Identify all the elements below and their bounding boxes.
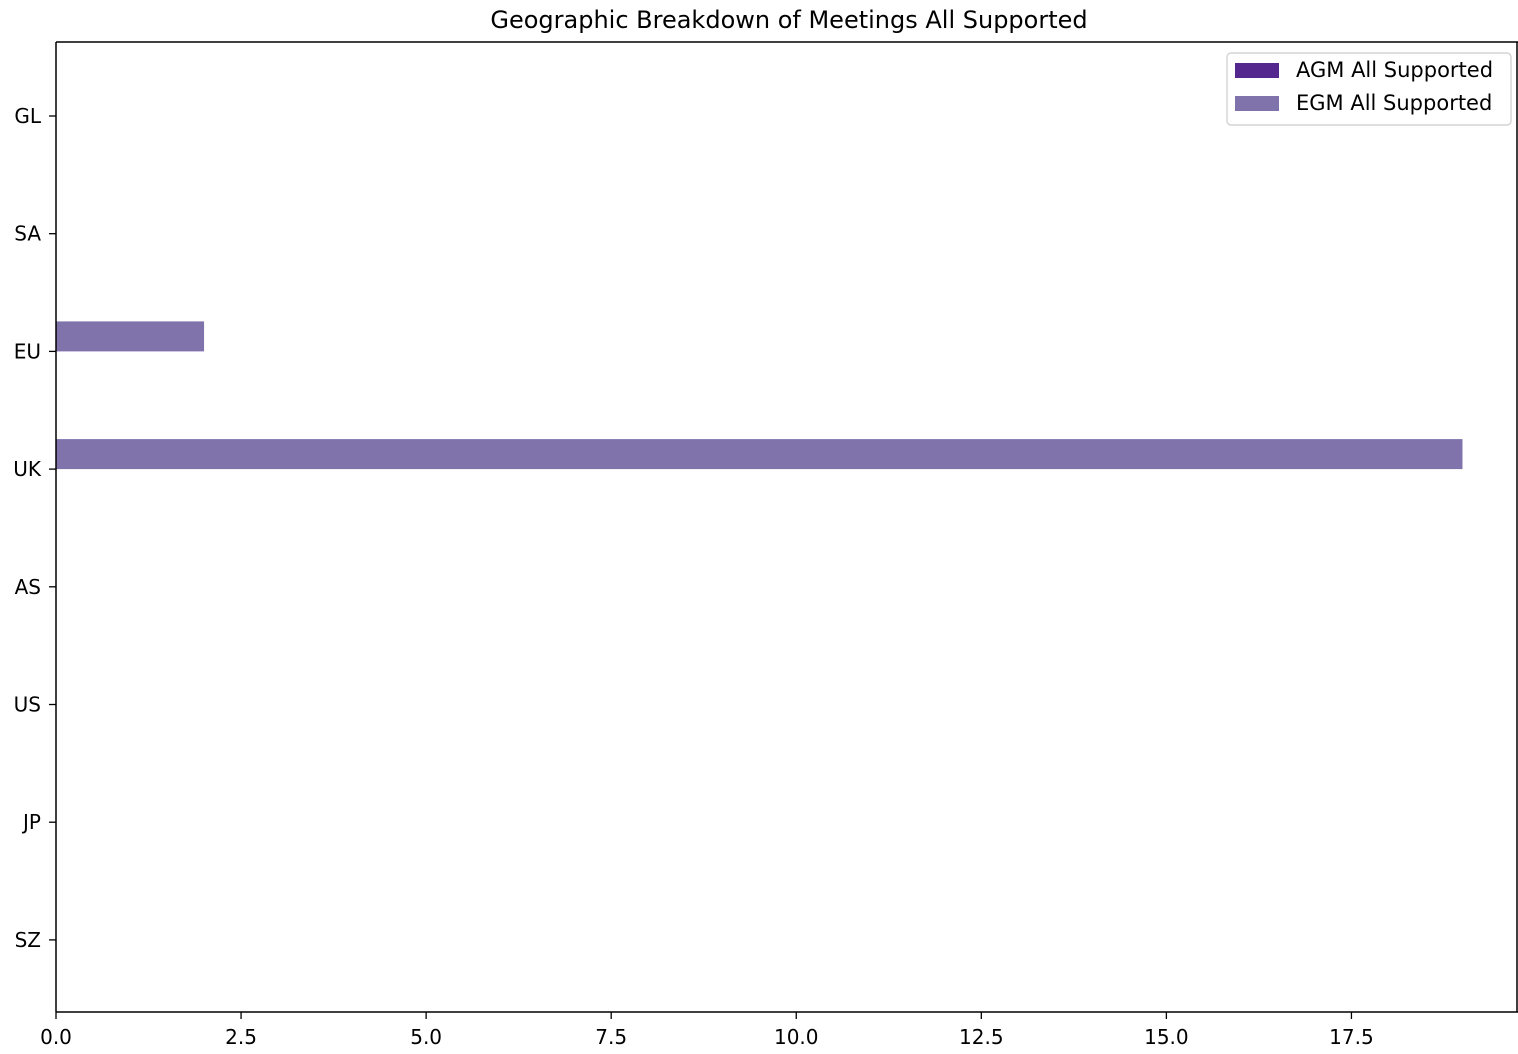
y-tick-label-eu: EU xyxy=(14,339,41,363)
y-axis: GL SA EU UK AS US JP SZ xyxy=(13,104,56,952)
x-tick-label-3: 7.5 xyxy=(595,1025,627,1049)
legend-label-egm: EGM All Supported xyxy=(1296,91,1492,115)
legend: AGM All Supported EGM All Supported xyxy=(1226,52,1512,126)
legend-frame xyxy=(1226,52,1512,126)
x-tick-label-4: 10.0 xyxy=(774,1025,819,1049)
y-tick-label-uk: UK xyxy=(13,457,42,481)
y-tick-label-gl: GL xyxy=(14,104,41,128)
bar-egm-all-supported-uk xyxy=(56,439,1463,470)
x-tick-label-7: 17.5 xyxy=(1329,1025,1374,1049)
legend-swatch-egm xyxy=(1235,96,1279,111)
chart-title: Geographic Breakdown of Meetings All Sup… xyxy=(490,6,1087,34)
legend-swatch-agm xyxy=(1235,63,1279,78)
x-tick-label-5: 12.5 xyxy=(959,1025,1004,1049)
x-axis: 0.0 2.5 5.0 7.5 10.0 12.5 15.0 17.5 xyxy=(40,1012,1374,1049)
x-tick-label-6: 15.0 xyxy=(1144,1025,1189,1049)
y-tick-label-us: US xyxy=(14,693,41,717)
x-tick-label-2: 5.0 xyxy=(410,1025,442,1049)
y-tick-label-sa: SA xyxy=(14,222,41,246)
bars-layer xyxy=(56,321,1463,470)
y-tick-label-sz: SZ xyxy=(15,928,41,952)
bar-egm-all-supported-eu xyxy=(56,321,205,352)
x-tick-label-1: 2.5 xyxy=(225,1025,257,1049)
plot-area xyxy=(55,41,1518,1013)
legend-label-agm: AGM All Supported xyxy=(1296,58,1493,82)
y-tick-label-jp: JP xyxy=(21,810,41,834)
x-tick-label-0: 0.0 xyxy=(40,1025,72,1049)
plot-background xyxy=(56,42,1518,1012)
y-tick-label-as: AS xyxy=(15,575,41,599)
